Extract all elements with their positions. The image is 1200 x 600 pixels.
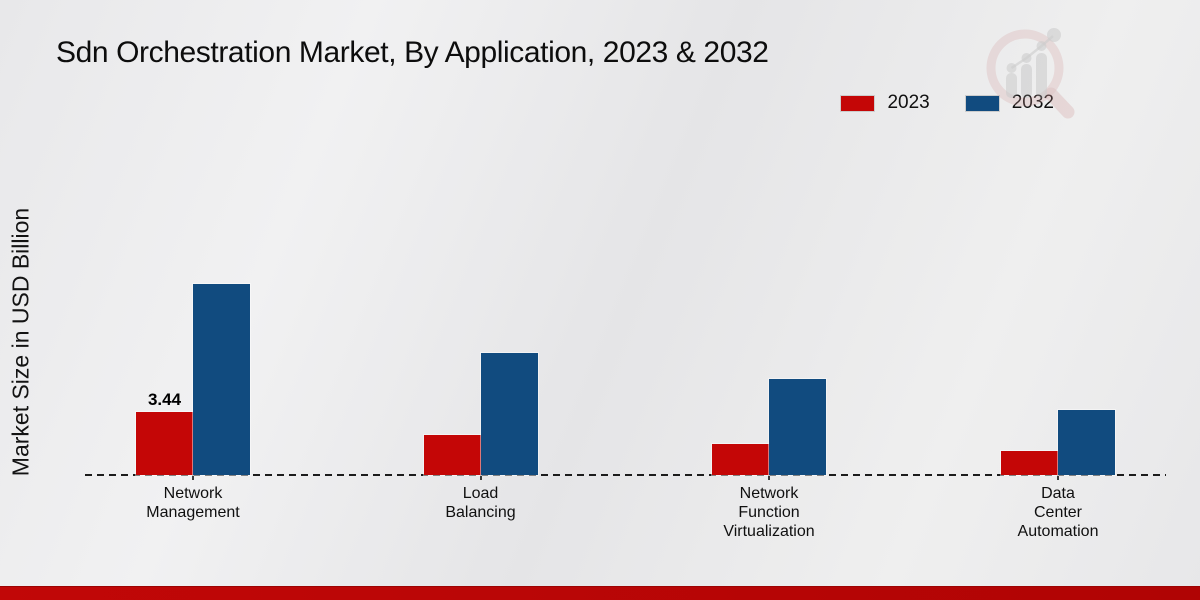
bar-2023-network-function-virtualization bbox=[712, 444, 769, 475]
bar-2023-network-management bbox=[136, 412, 193, 475]
legend-swatch-2032 bbox=[965, 95, 999, 111]
legend: 2023 2032 bbox=[841, 92, 1054, 114]
bar-2023-load-balancing bbox=[423, 435, 481, 475]
bar-2032-load-balancing bbox=[480, 353, 538, 475]
bar-2023-data-center-automation bbox=[1001, 451, 1058, 475]
x-axis-tick bbox=[479, 475, 482, 480]
x-axis-category-label: Load Balancing bbox=[445, 485, 516, 521]
bar-2032-network-management bbox=[193, 284, 250, 475]
bar-2032-data-center-automation bbox=[1058, 409, 1115, 475]
legend-item-2032: 2032 bbox=[965, 92, 1054, 114]
legend-label: 2032 bbox=[1011, 92, 1054, 113]
x-axis-tick bbox=[768, 475, 770, 480]
x-axis-category-label: Network Management bbox=[146, 485, 240, 521]
legend-label: 2023 bbox=[887, 92, 930, 113]
x-axis-category-label: Network Function Virtualization bbox=[723, 485, 815, 540]
footer-strip bbox=[0, 586, 1200, 600]
x-axis-category-label: Data Center Automation bbox=[1017, 485, 1099, 540]
bar-2032-network-function-virtualization bbox=[769, 378, 826, 475]
x-axis-baseline bbox=[85, 474, 1166, 476]
x-axis-tick bbox=[1057, 475, 1059, 480]
legend-item-2023: 2023 bbox=[841, 92, 930, 114]
magnifier-growth-chart-watermark-logo bbox=[986, 28, 1075, 119]
y-axis-label: Market Size in USD Billion bbox=[7, 207, 34, 477]
legend-swatch-2023 bbox=[841, 95, 875, 111]
chart-title: Sdn Orchestration Market, By Application… bbox=[56, 36, 769, 69]
x-axis-tick bbox=[192, 475, 194, 480]
bar-value-label: 3.44 bbox=[147, 390, 182, 410]
